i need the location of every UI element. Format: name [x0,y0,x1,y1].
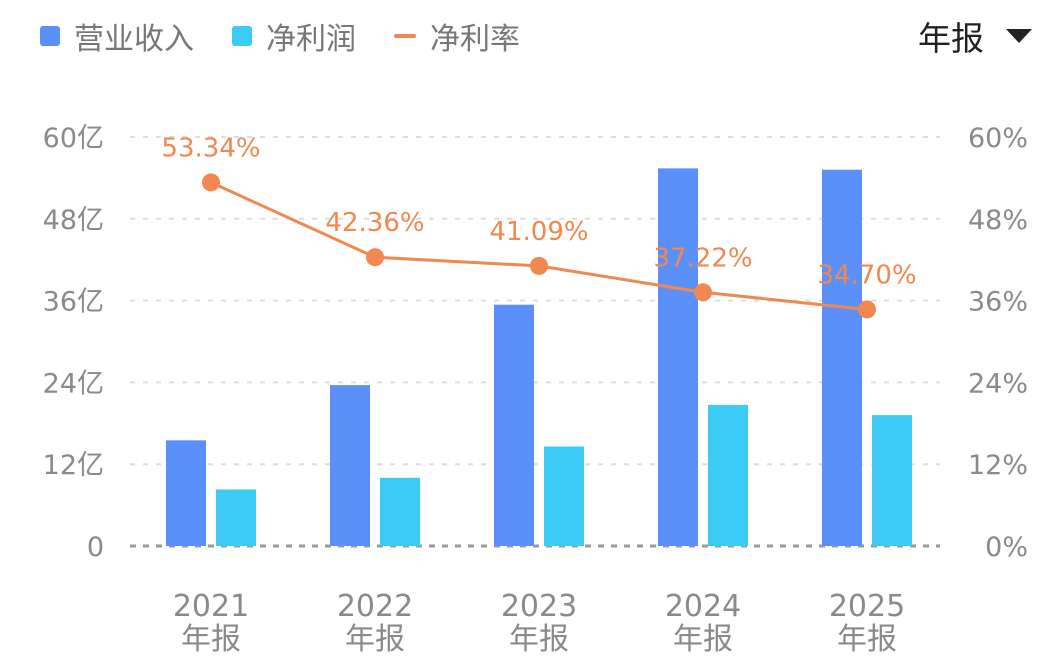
x-tick-label: 2023 年报 [501,589,577,657]
net-margin-point [694,283,712,302]
x-tick-label: 2021 年报 [173,589,249,657]
net-profit-bar [380,477,420,546]
x-tick-label: 2024 年报 [665,589,741,657]
net-margin-point [366,248,384,267]
y-right-tick-label: 0% [985,532,1028,563]
revenue-bar [822,169,862,546]
net-profit-bar [708,404,748,546]
net-margin-data-label: 41.09% [489,217,588,247]
net-margin-line-icon [394,34,416,38]
legend-label-net-profit: 净利润 [266,22,356,57]
net-margin-data-label: 34.70% [817,260,916,290]
period-dropdown-label: 年报 [918,19,984,58]
net-profit-bar [872,415,912,546]
y-left-tick-label: 60亿 [43,123,104,154]
legend-item-net-profit[interactable]: 净利润 [232,14,356,58]
net-margin-data-label: 37.22% [653,243,752,273]
net-profit-bar [216,489,256,546]
x-tick-label: 2025 年报 [829,589,905,657]
y-left-tick-label: 48亿 [43,205,104,236]
legend-label-net-margin: 净利率 [430,22,520,57]
net-margin-point [530,256,548,275]
net-profit-bar [544,446,584,546]
y-left-tick-label: 12亿 [43,450,104,481]
x-tick-label: 2022 年报 [337,589,413,657]
y-right-tick-label: 36% [968,287,1028,318]
y-left-tick-label: 0 [87,532,104,563]
y-left-tick-label: 24亿 [43,368,104,399]
revenue-bar [494,304,534,546]
caret-down-icon [1006,29,1032,43]
y-right-tick-label: 48% [968,205,1028,236]
legend-item-net-margin[interactable]: 净利率 [394,14,520,58]
revenue-bar [330,385,370,546]
net-margin-point [858,300,876,319]
net-margin-data-label: 42.36% [325,208,424,238]
net-margin-point [202,173,220,192]
chart-legend: 营业收入 净利润 净利率 [40,14,558,58]
revenue-swatch-icon [40,26,60,46]
net-margin-data-label: 53.34% [161,133,260,163]
net-profit-swatch-icon [232,26,252,46]
legend-item-revenue[interactable]: 营业收入 [40,14,194,58]
legend-label-revenue: 营业收入 [74,22,194,57]
y-left-tick-label: 36亿 [43,287,104,318]
y-right-tick-label: 24% [968,368,1028,399]
revenue-bar [166,440,206,546]
y-right-tick-label: 60% [968,123,1028,154]
y-right-tick-label: 12% [968,450,1028,481]
revenue-bar [658,168,698,546]
period-dropdown[interactable]: 年报 [918,12,1032,60]
